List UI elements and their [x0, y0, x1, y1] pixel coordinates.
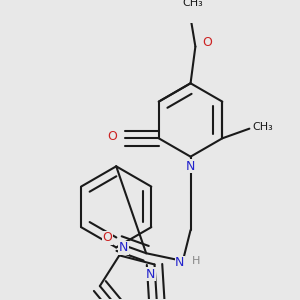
Text: CH₃: CH₃: [182, 0, 203, 8]
Text: N: N: [175, 256, 184, 269]
Text: CH₃: CH₃: [253, 122, 273, 132]
Text: N: N: [186, 160, 195, 173]
Text: O: O: [103, 231, 112, 244]
Text: O: O: [202, 36, 212, 49]
Text: N: N: [146, 268, 155, 281]
Text: H: H: [192, 256, 200, 266]
Text: N: N: [118, 241, 128, 254]
Text: O: O: [107, 130, 117, 143]
